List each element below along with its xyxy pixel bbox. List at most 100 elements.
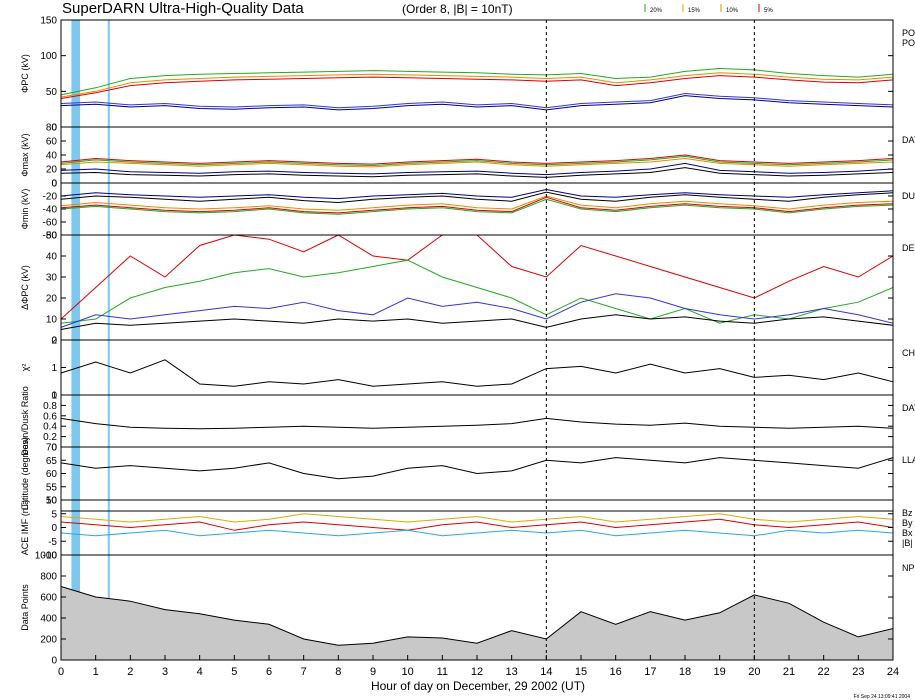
legend-label-0: 20% bbox=[650, 8, 663, 14]
ylabel-pc: ΦPC (kV) bbox=[20, 54, 30, 93]
ytick-label-dpc-1: 10 bbox=[46, 315, 58, 326]
xtick-label-0: 0 bbox=[58, 666, 64, 678]
chart-subtitle: (Order 8, |B| = 10nT) bbox=[402, 2, 513, 16]
right-label-dpc-0: DE bbox=[902, 243, 915, 253]
ylabel-dpc: ΔΦPC (kV) bbox=[20, 265, 30, 310]
right-label-max-0: DAY bbox=[902, 135, 915, 145]
legend: 20% 15% 10% 5% bbox=[644, 4, 773, 14]
ytick-label-pc-0: 0 bbox=[51, 123, 57, 134]
xtick-label-16: 16 bbox=[610, 666, 622, 678]
ytick-label-chi-1: 1 bbox=[51, 363, 57, 374]
xtick-label-21: 21 bbox=[783, 666, 795, 678]
right-label-npts-0: NP bbox=[902, 563, 915, 573]
legend-label-3: 5% bbox=[764, 8, 773, 14]
ylabel-imf: ACE IMF (nT) bbox=[20, 500, 30, 556]
ylabel-lat: Latitude (degrees) bbox=[20, 437, 30, 510]
ytick-label-dpc-3: 30 bbox=[46, 273, 58, 284]
right-label-imf-2: Bx bbox=[902, 528, 913, 538]
panel-frame-max bbox=[60, 126, 894, 184]
series-pc-4 bbox=[60, 92, 894, 109]
ytick-label-dpc-5: 50 bbox=[46, 231, 58, 242]
ytick-label-npts-3: 600 bbox=[40, 593, 57, 604]
xtick-label-15: 15 bbox=[575, 666, 587, 678]
ytick-label-min-3: -20 bbox=[43, 192, 58, 203]
xtick-label-10: 10 bbox=[402, 666, 414, 678]
panel-npts: 0 200 400 600 800 1000 Data Points NP bbox=[20, 551, 915, 667]
panel-frame-ratio bbox=[60, 394, 894, 448]
ytick-label-min-0: -80 bbox=[43, 231, 58, 242]
xtick-label-7: 7 bbox=[301, 666, 307, 678]
right-label-lat-0: LLA bbox=[902, 455, 915, 465]
chart-title: SuperDARN Ultra-High-Quality Data bbox=[62, 0, 304, 17]
ytick-label-npts-1: 200 bbox=[40, 635, 57, 646]
xtick-label-9: 9 bbox=[370, 666, 376, 678]
panel-min: -80 -60 -40 -20 0 Φmin (kV) DU bbox=[20, 179, 915, 242]
series-max-4 bbox=[60, 167, 894, 178]
ytick-label-min-4: 0 bbox=[51, 179, 57, 190]
xtick-label-24: 24 bbox=[887, 666, 899, 678]
series-min-0 bbox=[60, 188, 894, 200]
ylabel-ratio: Dawn/Dusk Ratio bbox=[20, 386, 30, 456]
ytick-label-dpc-0: 0 bbox=[51, 336, 57, 347]
xtick-label-18: 18 bbox=[679, 666, 691, 678]
panel-dpc: 0 10 20 30 40 50 ΔΦPC (kV) DE bbox=[20, 231, 915, 347]
xtick-label-13: 13 bbox=[506, 666, 518, 678]
ylabel-max: Φmax (kV) bbox=[20, 133, 30, 176]
header: SuperDARN Ultra-High-Quality Data (Order… bbox=[62, 0, 773, 17]
ylabel-npts: Data Points bbox=[20, 584, 30, 631]
ytick-label-ratio-2: 0.4 bbox=[43, 422, 57, 433]
ytick-label-dpc-4: 40 bbox=[46, 252, 58, 263]
ytick-label-imf-3: 5 bbox=[51, 509, 57, 520]
ylabel-chi: χ² bbox=[20, 364, 30, 372]
right-label-ratio-0: DAY bbox=[902, 403, 915, 413]
series-dpc-2 bbox=[60, 293, 894, 328]
ytick-label-ratio-0: 0 bbox=[51, 443, 57, 454]
right-label-pc-0: PO bbox=[902, 28, 915, 38]
right-label-imf-1: By bbox=[902, 518, 913, 528]
ytick-label-max-3: 60 bbox=[46, 137, 58, 148]
ytick-label-lat-0: 50 bbox=[46, 496, 58, 507]
ytick-label-min-2: -40 bbox=[43, 205, 58, 216]
panel-frame-chi bbox=[60, 339, 894, 396]
ytick-label-npts-2: 400 bbox=[40, 614, 57, 625]
ytick-label-imf-1: -5 bbox=[48, 537, 57, 548]
ytick-label-ratio-1: 0.2 bbox=[43, 432, 57, 443]
xtick-label-8: 8 bbox=[335, 666, 341, 678]
xtick-label-1: 1 bbox=[93, 666, 99, 678]
ytick-label-npts-4: 800 bbox=[40, 572, 57, 583]
series-pc-3 bbox=[60, 95, 894, 111]
ytick-label-ratio-5: 1 bbox=[51, 391, 57, 402]
xtick-label-19: 19 bbox=[714, 666, 726, 678]
ytick-label-lat-2: 60 bbox=[46, 469, 58, 480]
timestamp: Fri Sep 24 13:09:41 2004 bbox=[854, 694, 911, 700]
right-label-pc-1: PO bbox=[902, 38, 915, 48]
xtick-label-23: 23 bbox=[852, 666, 864, 678]
ylabel-min: Φmin (kV) bbox=[20, 189, 30, 230]
series-dpc-0 bbox=[60, 234, 894, 320]
x-axis: 0 1 2 3 4 5 6 7 8 9 10 11 12 13 14 15 16 17 18 19 20 21 22 23 24 bbox=[58, 655, 899, 678]
series-lat-0 bbox=[60, 457, 894, 480]
ytick-label-npts-0: 0 bbox=[51, 656, 57, 667]
ytick-label-pc-1: 50 bbox=[46, 87, 58, 98]
series-dpc-3 bbox=[60, 314, 894, 330]
right-label-min-0: DU bbox=[902, 191, 915, 201]
series-chi-0 bbox=[60, 359, 894, 387]
xtick-label-5: 5 bbox=[231, 666, 237, 678]
right-label-imf-0: Bz bbox=[902, 508, 913, 518]
xtick-label-11: 11 bbox=[437, 666, 448, 678]
xtick-label-6: 6 bbox=[266, 666, 272, 678]
ytick-label-max-4: 80 bbox=[46, 123, 58, 134]
series-npts-0 bbox=[60, 585, 894, 661]
series-max-0 bbox=[60, 154, 894, 165]
ytick-label-imf-4: 10 bbox=[46, 496, 58, 507]
ytick-label-max-0: 0 bbox=[51, 179, 57, 190]
xtick-label-4: 4 bbox=[197, 666, 203, 678]
ytick-label-npts-5: 1000 bbox=[35, 551, 58, 562]
ytick-label-pc-2: 100 bbox=[40, 51, 57, 62]
panel-lat: 50 55 60 65 70 Latitude (degrees) LLA bbox=[20, 437, 915, 510]
